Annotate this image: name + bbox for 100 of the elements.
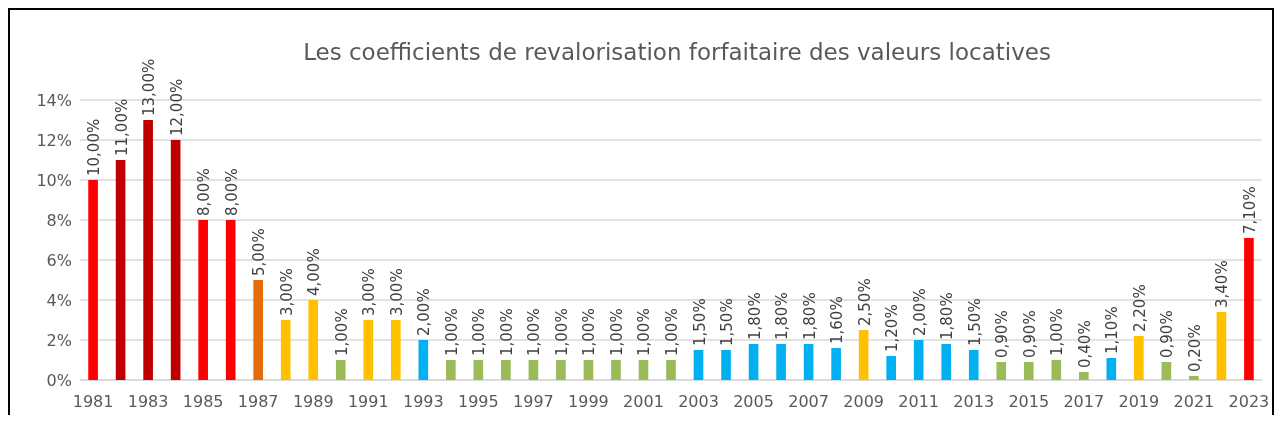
data-label: 1,20% <box>883 304 902 352</box>
x-tick-label: 1981 <box>72 392 114 411</box>
y-tick-label: 0% <box>46 370 72 390</box>
bar <box>638 360 649 380</box>
data-label: 3,00% <box>277 268 296 316</box>
y-tick-label: 14% <box>36 90 72 110</box>
bar <box>913 340 924 380</box>
x-tick-label: 2005 <box>733 392 774 411</box>
x-tick-label: 1987 <box>237 392 279 411</box>
data-label: 0,90% <box>1020 310 1039 358</box>
bar <box>418 340 429 380</box>
x-tick-label: 1999 <box>568 392 609 411</box>
data-label: 1,00% <box>663 308 681 356</box>
data-label: 0,20% <box>1185 324 1204 372</box>
bar <box>1244 238 1254 380</box>
data-label: 11,00% <box>112 98 131 156</box>
bar <box>693 350 704 380</box>
bar <box>748 344 759 380</box>
bar <box>88 180 98 380</box>
bar <box>1078 372 1089 380</box>
x-tick-label: 2011 <box>898 392 940 411</box>
y-tick-label: 10% <box>36 170 72 190</box>
data-label: 3,00% <box>387 268 406 316</box>
bar <box>968 350 979 380</box>
x-tick-label: 1995 <box>458 392 499 411</box>
data-label: 1,50% <box>718 298 737 346</box>
bar <box>446 360 456 380</box>
data-label: 1,00% <box>332 308 351 356</box>
bar <box>1106 358 1117 380</box>
bar <box>198 220 208 380</box>
bar <box>115 160 126 380</box>
bar <box>721 350 731 380</box>
bar <box>803 344 814 380</box>
x-tick-label: 2021 <box>1173 392 1215 411</box>
bar <box>501 360 511 380</box>
data-label: 0,90% <box>993 310 1012 358</box>
data-label: 1,00% <box>580 308 599 356</box>
data-label: 5,00% <box>250 228 269 276</box>
bar <box>858 330 869 380</box>
bar <box>886 356 896 380</box>
data-label: 3,40% <box>1213 260 1232 308</box>
data-label: 1,10% <box>1103 306 1122 354</box>
data-label: 1,00% <box>635 308 654 356</box>
data-label: 0,90% <box>1158 310 1177 358</box>
bar <box>335 360 346 380</box>
bar <box>1216 312 1227 380</box>
data-label: 1,00% <box>525 308 544 356</box>
bar <box>583 360 594 380</box>
y-tick-label: 8% <box>46 210 72 230</box>
bar <box>1189 376 1199 380</box>
data-label: 1,80% <box>800 292 819 340</box>
bar <box>776 344 786 380</box>
bar <box>170 140 181 380</box>
data-label: 1,00% <box>442 308 461 356</box>
bar <box>996 362 1007 380</box>
y-tick-label: 12% <box>36 130 72 150</box>
data-label: 4,00% <box>305 248 324 296</box>
bar <box>831 348 841 380</box>
bar <box>1023 362 1034 380</box>
data-label: 10,00% <box>85 118 104 176</box>
data-label: 2,00% <box>415 288 434 336</box>
data-label: 2,50% <box>855 278 874 326</box>
bar <box>1051 360 1062 380</box>
bar <box>253 280 264 380</box>
data-label: 7,10% <box>1240 186 1259 234</box>
x-tick-label: 2023 <box>1228 392 1270 411</box>
y-tick-label: 6% <box>46 250 72 270</box>
bar <box>473 360 484 380</box>
x-tick-label: 2009 <box>843 392 884 411</box>
data-label: 3,00% <box>360 268 379 316</box>
data-label: 2,00% <box>910 288 929 336</box>
x-tick-label: 1983 <box>127 392 169 411</box>
data-label: 1,00% <box>552 308 571 356</box>
bar <box>363 320 374 380</box>
data-label: 1,00% <box>607 308 626 356</box>
data-label: 1,50% <box>690 298 709 346</box>
data-label: 1,00% <box>470 308 489 356</box>
data-label: 13,00% <box>140 58 159 116</box>
data-label: 1,80% <box>938 292 957 340</box>
y-tick-label: 2% <box>46 330 72 350</box>
bar <box>666 360 676 380</box>
data-label: 1,60% <box>828 296 847 344</box>
x-tick-label: 2001 <box>623 392 664 411</box>
bar <box>1161 362 1172 380</box>
bar <box>941 344 952 380</box>
bar <box>556 360 566 380</box>
bar <box>1134 336 1144 380</box>
x-tick-label: 2015 <box>1008 392 1050 411</box>
x-tick-label: 1989 <box>292 392 334 411</box>
bar <box>611 360 621 380</box>
data-label: 0,40% <box>1075 320 1094 368</box>
bar <box>528 360 539 380</box>
bar <box>390 320 401 380</box>
x-tick-label: 2013 <box>953 392 995 411</box>
data-label: 2,20% <box>1130 284 1149 332</box>
data-label: 1,50% <box>965 298 984 346</box>
data-label: 8,00% <box>222 168 241 216</box>
bar <box>308 300 319 380</box>
chart-title: Les coefficients de revalorisation forfaitaire des valeurs locatives <box>303 39 1051 65</box>
x-tick-label: 1991 <box>347 392 389 411</box>
